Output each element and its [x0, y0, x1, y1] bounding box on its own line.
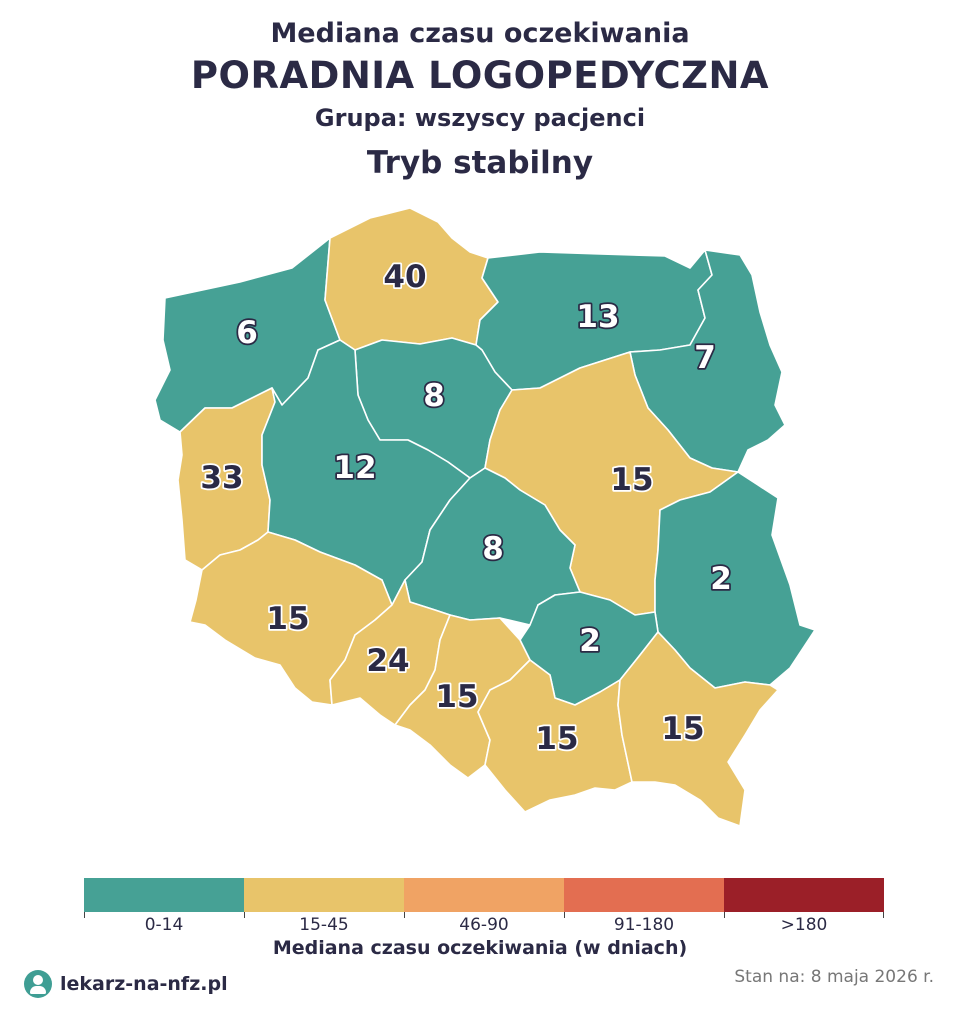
region-malopolskie[interactable] — [477, 659, 633, 813]
patient-group-label: Grupa: wszyscy pacjenci — [314, 104, 646, 132]
region-value-label: 15 — [661, 711, 704, 747]
legend-tick — [883, 912, 884, 918]
region-value-label: 6 — [236, 315, 258, 351]
legend-label-46-90: 46-90 — [459, 915, 509, 935]
data-date: Stan na: 8 maja 2026 r. — [734, 967, 934, 987]
legend-tick — [84, 912, 85, 918]
region-value-label: 15 — [535, 721, 578, 757]
legend-swatch-15-45 — [244, 878, 404, 912]
legend-tick — [564, 912, 565, 918]
doctor-logo-icon — [24, 970, 52, 998]
region-podkarpackie[interactable] — [617, 631, 779, 827]
legend-swatch-0-14 — [84, 878, 244, 912]
legend-swatch-46-90 — [404, 878, 564, 912]
region-value-label: 12 — [333, 450, 376, 486]
region-value-label: 7 — [694, 340, 716, 376]
color-legend — [84, 878, 884, 912]
region-slaskie[interactable] — [394, 614, 531, 779]
poland-map: 6 40 13 7 8 33 12 15 8 2 15 24 2 15 15 1… — [154, 207, 816, 827]
legend-tick — [244, 912, 245, 918]
legend-tick — [404, 912, 405, 918]
legend-swatch-91-180 — [564, 878, 724, 912]
brand-link[interactable]: lekarz-na-nfz.pl — [24, 970, 228, 998]
region-value-label: 24 — [366, 643, 409, 679]
mode-label: Tryb stabilny — [366, 145, 594, 181]
region-value-label: 8 — [423, 378, 445, 414]
legend-swatch-over-180 — [724, 878, 884, 912]
region-value-label: 15 — [435, 679, 478, 715]
legend-label-over-180: >180 — [780, 915, 828, 935]
region-value-label: 2 — [579, 623, 601, 659]
region-value-label: 15 — [610, 462, 653, 498]
region-value-label: 40 — [383, 259, 426, 295]
legend-label-0-14: 0-14 — [144, 915, 184, 935]
legend-label-91-180: 91-180 — [613, 915, 675, 935]
legend-tick — [724, 912, 725, 918]
legend-label-15-45: 15-45 — [299, 915, 349, 935]
region-value-label: 8 — [482, 531, 504, 567]
title-subtitle-top: Mediana czasu oczekiwania — [270, 18, 690, 49]
page-title: PORADNIA LOGOPEDYCZNA — [190, 54, 770, 97]
region-value-label: 13 — [576, 299, 619, 335]
brand-name: lekarz-na-nfz.pl — [60, 973, 228, 995]
legend-title: Mediana czasu oczekiwania (w dniach) — [272, 937, 688, 959]
region-value-label: 33 — [200, 460, 243, 496]
region-value-label: 15 — [266, 601, 309, 637]
region-value-label: 2 — [710, 561, 732, 597]
